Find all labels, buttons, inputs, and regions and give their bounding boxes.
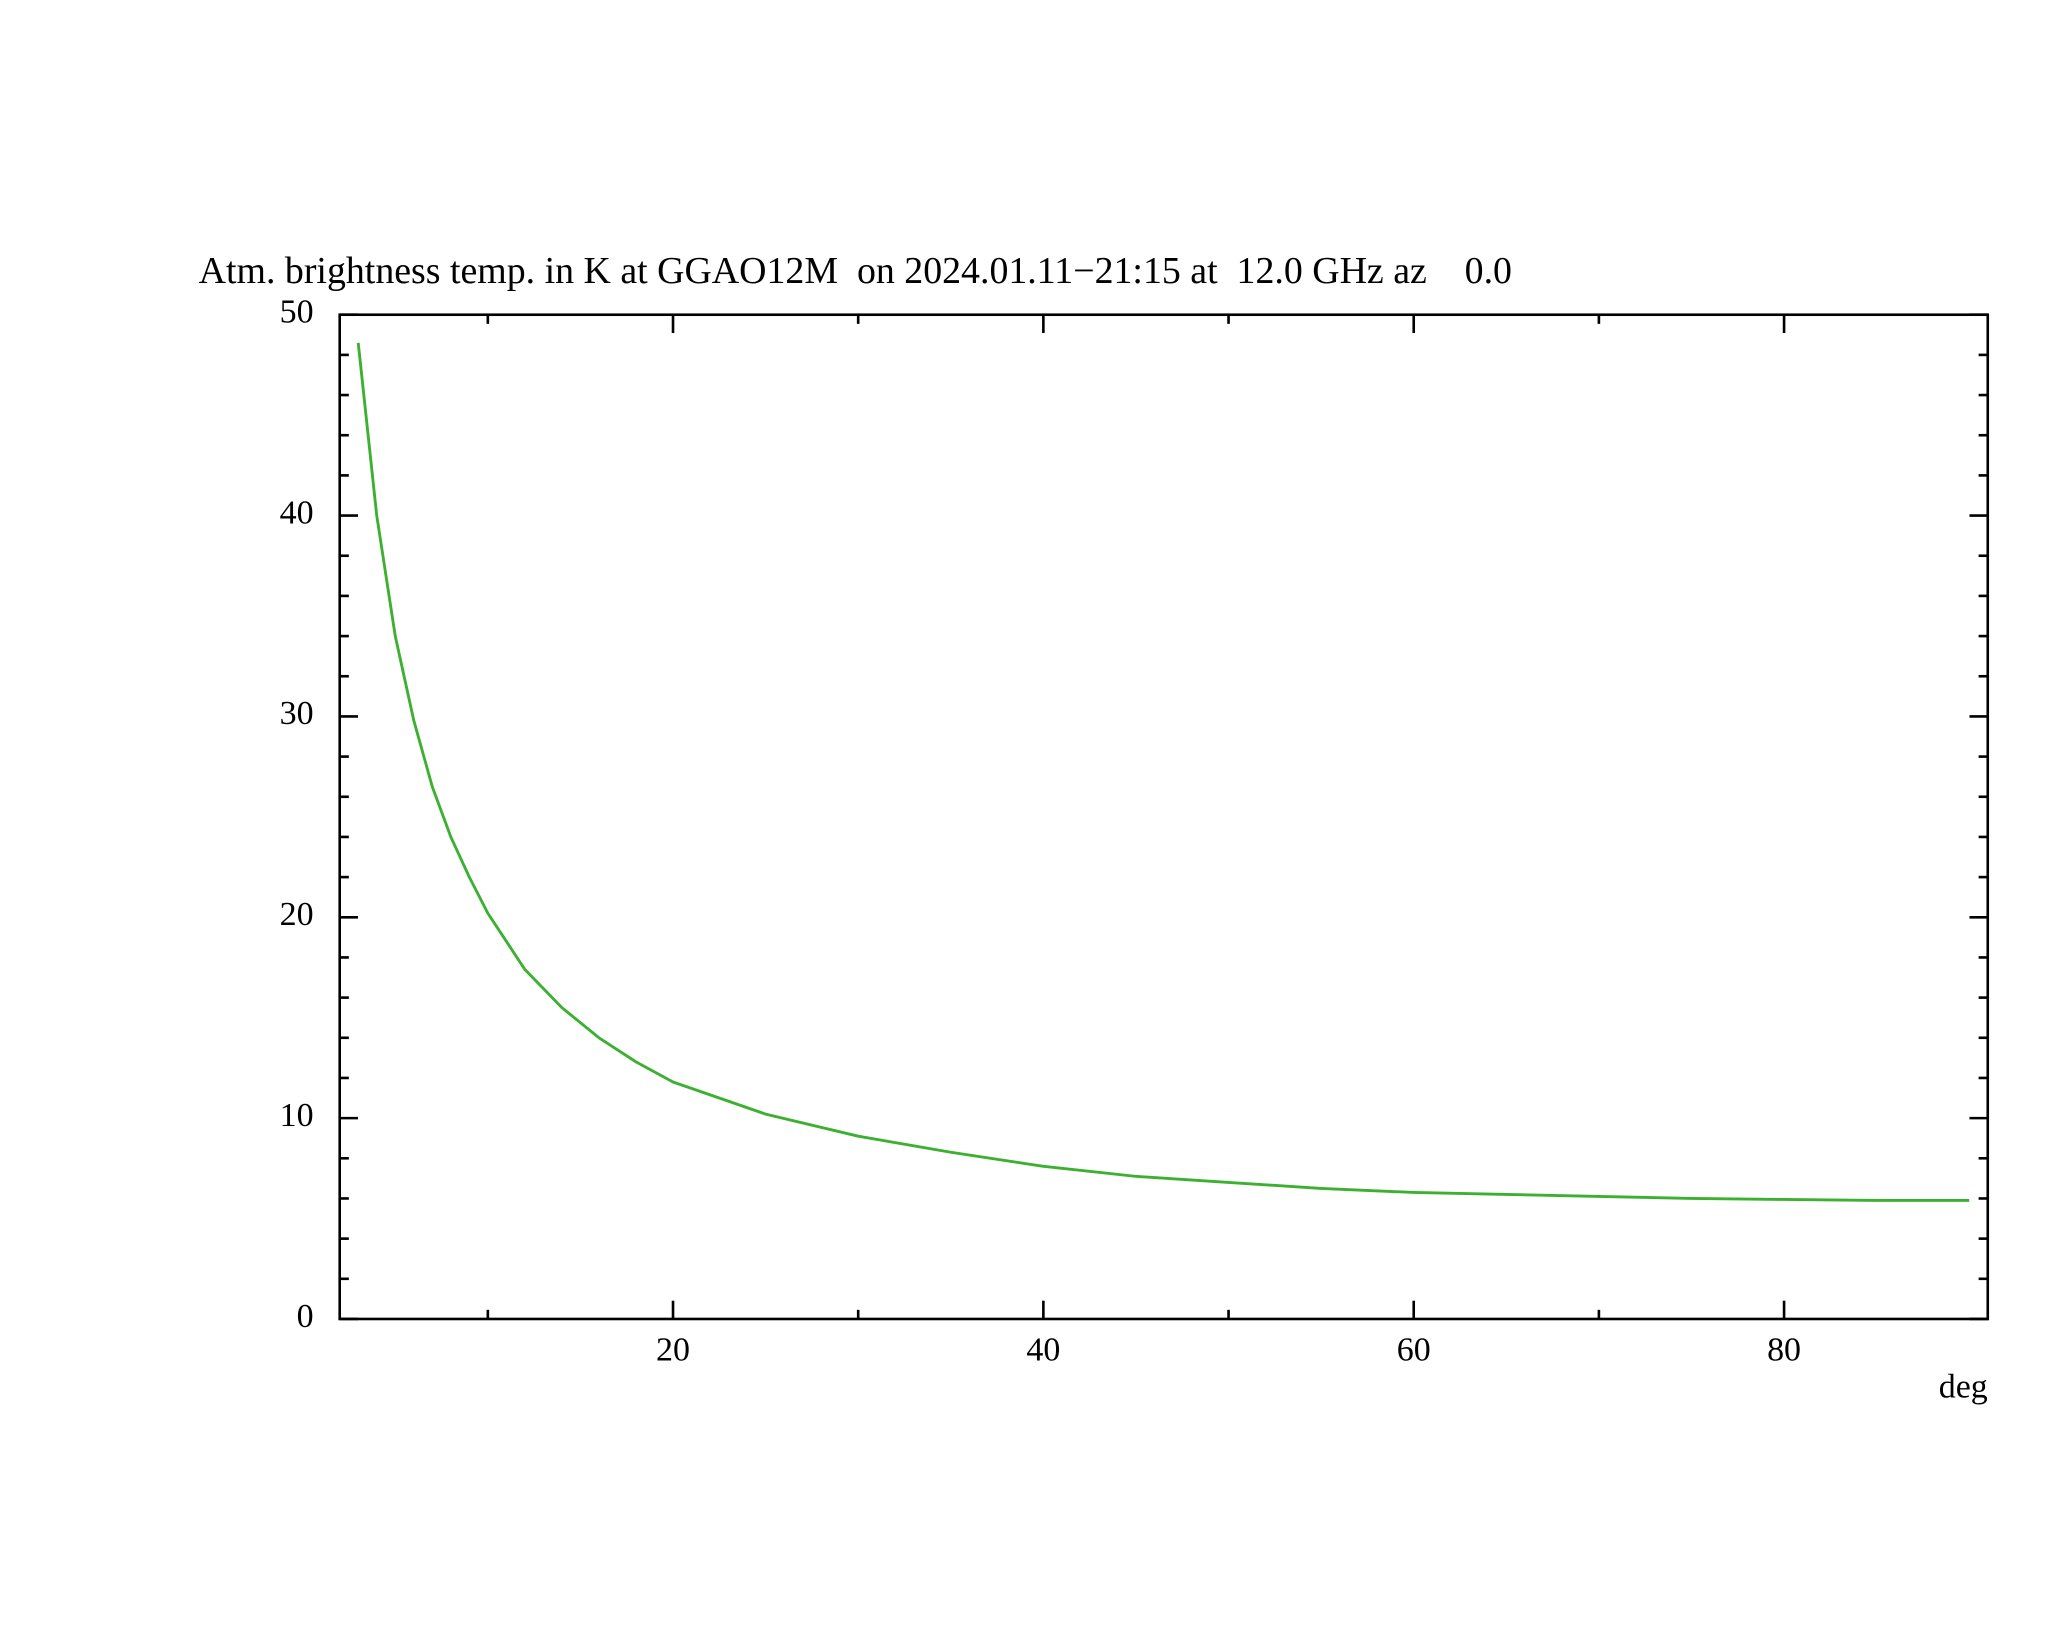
plot-frame	[338, 313, 1990, 1321]
data-line	[356, 342, 1970, 1202]
x-tick-label: 60	[1397, 1332, 1431, 1369]
y-tick-label: 10	[280, 1097, 314, 1134]
y-tick-label: 40	[280, 494, 314, 531]
x-axis-label: deg	[1939, 1368, 1988, 1405]
y-tick-label: 50	[280, 294, 314, 331]
chart-title: Atm. brightness temp. in K at GGAO12M on…	[199, 250, 1512, 292]
x-tick-label: 80	[1767, 1332, 1801, 1369]
x-tick-label: 40	[1026, 1332, 1060, 1369]
y-tick-label: 30	[280, 695, 314, 732]
x-tick-label: 20	[656, 1332, 690, 1369]
y-tick-label: 20	[280, 896, 314, 933]
y-tick-label: 0	[297, 1298, 314, 1335]
